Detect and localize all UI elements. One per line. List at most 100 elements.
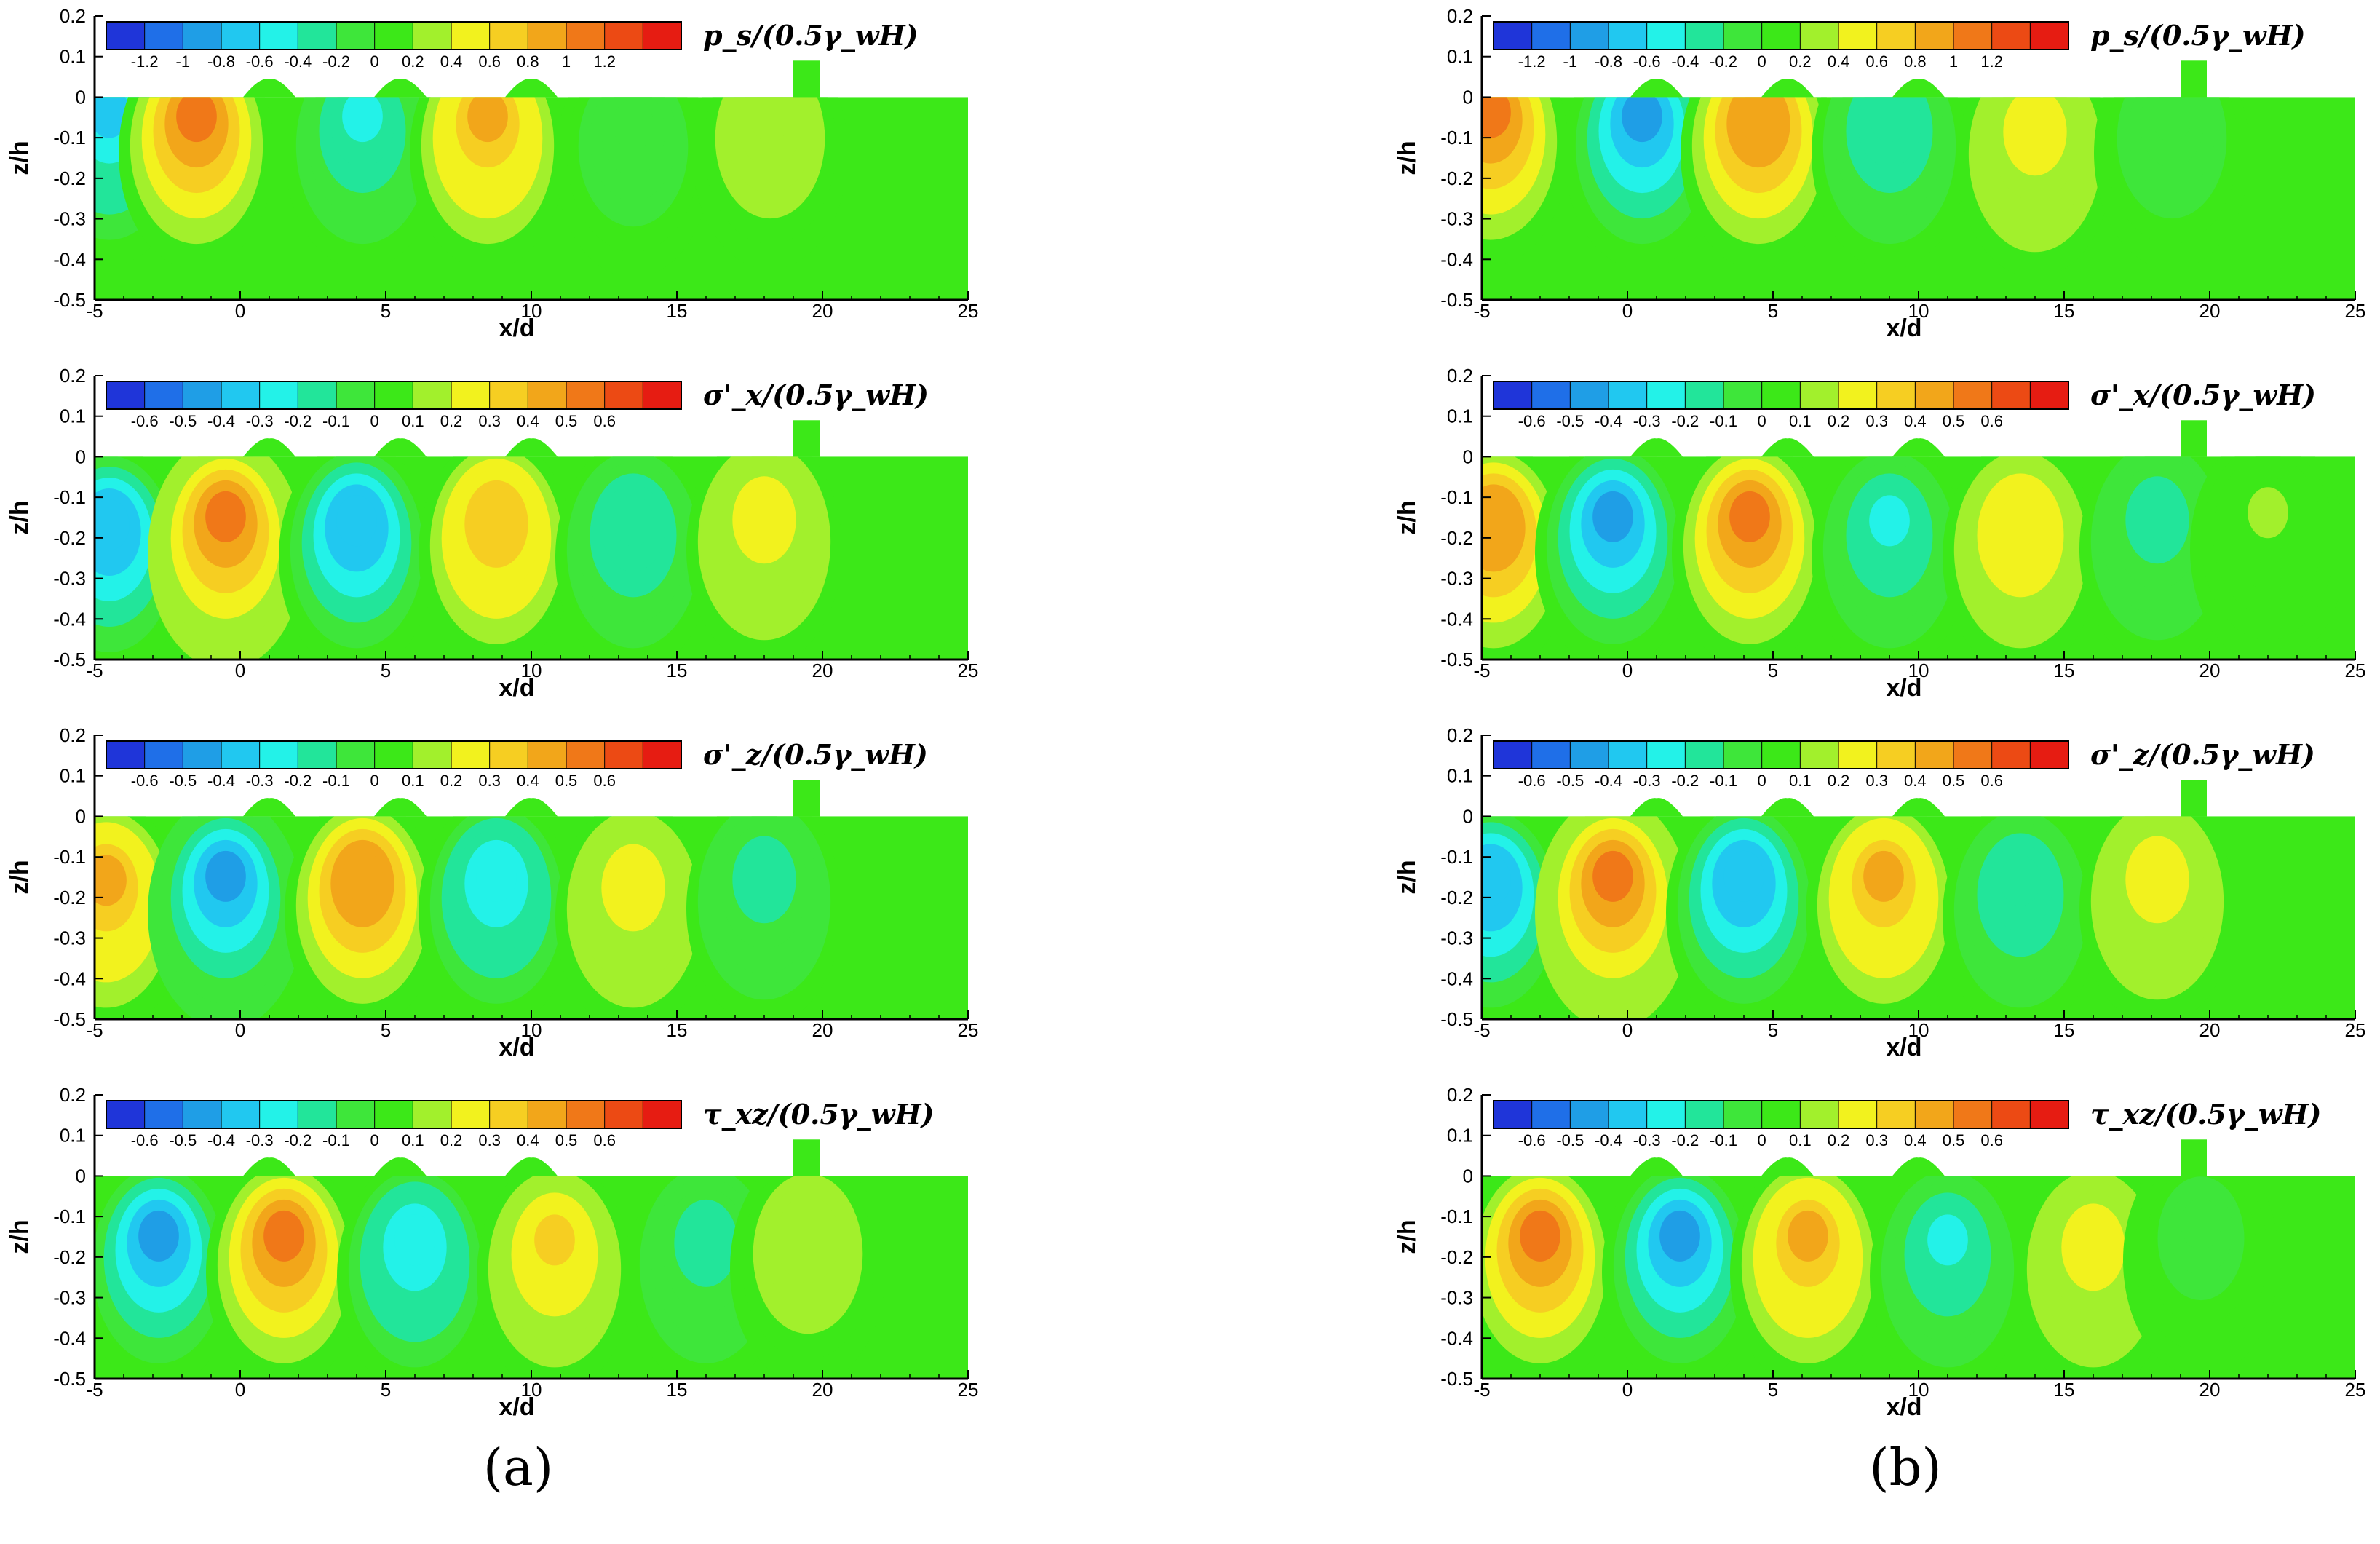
seabed-ripple [243,1157,295,1176]
colorbar: -1.2 -1 -0.8 -0.6 -0.4 -0.2 0 0.2 0.4 0.6 0.8 1 1.2 [1493,21,2069,71]
colorbar-label: -0.4 [1595,772,1622,790]
contour-band [1622,97,1662,143]
colorbar-swatch [527,381,567,410]
colorbar-label: 0.6 [1865,52,1888,71]
y-tick-label: -0.3 [1440,568,1473,590]
colorbar-swatch [221,381,261,410]
seabed-ripple [1892,798,1945,817]
contour-field [1482,816,2235,1020]
contour-band [2137,487,2178,539]
colorbar-swatch [1569,1100,1609,1129]
contour-band [750,97,790,143]
contour-blob [206,1176,362,1379]
colorbar-label: 0.6 [593,412,616,430]
colorbar-label: -0.4 [207,412,235,430]
colorbar-swatch [1684,381,1724,410]
seabed-ripple [374,438,427,457]
colorbar-label: 0.4 [517,412,539,430]
colorbar-label: 0.4 [1904,1131,1927,1149]
colorbar-swatch [412,1100,452,1129]
colorbar-label: -0.1 [1710,1131,1737,1149]
contour-blob [1482,1176,1618,1379]
x-tick-label: 0 [1622,1379,1633,1401]
seabed-ripple [1761,798,1814,817]
x-tick-label: 0 [235,1019,245,1041]
contour-blob [1943,816,2098,1020]
colorbar-swatch [412,381,452,410]
y-tick-label: 0.2 [1447,1084,1473,1106]
contour-blob [686,456,842,660]
axes: 0.20.10-0.1-0.2-0.3-0.4-0.5 -5 0 5 10 15 20 25z… [6,1084,978,1421]
colorbar-label: -0.6 [131,412,159,430]
colorbar-swatch [259,381,299,410]
colorbar-swatch [489,1100,529,1129]
y-tick-label: -0.2 [1440,167,1473,189]
colorbar-swatch [1569,21,1609,50]
colorbar-swatch [1838,1100,1878,1129]
y-axis-title: z/h [1393,860,1421,894]
colorbar-swatch [1991,21,2031,50]
contour-band [686,1210,726,1262]
colorbar-label: -0.3 [1633,412,1661,430]
colorbar: -0.6 -0.5 -0.4 -0.3 -0.2 -0.1 0 0.1 0.2 0.3 0.4 0.5… [106,740,682,790]
colorbar-swatch [336,381,376,410]
axes: 0.20.10-0.1-0.2-0.3-0.4-0.5 -5 0 5 10 15 20 25z… [6,5,978,342]
panel-b-3: 0.20.10-0.1-0.2-0.3-0.4-0.5 -5 0 5 10 15 20 25z… [1393,724,2365,1061]
colorbar-label: 1.2 [1980,52,2003,71]
colorbar-swatch [374,381,414,410]
contour-field [95,816,842,1020]
colorbar-label: -0.6 [1633,52,1661,71]
contour-blob [1681,97,1836,270]
x-tick-label: 25 [958,1379,979,1401]
colorbar-swatch [1531,1100,1571,1129]
y-tick-label: 0.1 [1447,1125,1473,1147]
contour-band [1738,97,1779,143]
colorbar-label: -0.8 [207,52,235,71]
contour-band [2000,495,2041,547]
colorbar-swatch [1646,740,1686,769]
contour-band [1863,850,1904,902]
contour-band [467,97,508,143]
x-tick-label: 15 [667,660,688,681]
x-tick-label: 20 [2199,300,2221,322]
colorbar-swatch [259,1100,299,1129]
x-tick-label: -5 [86,660,103,681]
x-tick-label: 0 [235,1379,245,1401]
x-tick-label: 15 [2054,300,2075,322]
colorbar-label: -0.4 [1671,52,1699,71]
colorbar-label: 1.2 [593,52,616,71]
seabed-ripple [1630,1157,1683,1176]
x-axis-title: x/d [1886,674,1921,702]
colorbar-swatch [1684,740,1724,769]
x-tick-label: 20 [2199,1379,2221,1401]
contour-field [95,97,848,278]
y-tick-label: -0.4 [53,608,86,630]
x-tick-label: 20 [812,1379,833,1401]
colorbar-swatch [451,740,491,769]
y-tick-label: -0.4 [53,248,86,270]
contour-blob [337,1176,493,1379]
y-tick-label: -0.1 [53,1205,86,1227]
colorbar-swatch [221,1100,261,1129]
contour-band [95,855,127,906]
y-tick-label: -0.4 [53,1327,86,1349]
colorbar-swatch [106,21,146,50]
y-tick-label: 0 [76,86,86,108]
colorbar-swatch [1761,381,1801,410]
colorbar-label: -0.1 [322,772,350,790]
colorbar-label: 0.5 [555,412,578,430]
colorbar-frame [1493,21,2069,50]
y-axis-title: z/h [6,860,33,894]
y-tick-label: -0.4 [1440,1327,1473,1349]
contour-band [2015,99,2055,151]
colorbar: -0.6 -0.5 -0.4 -0.3 -0.2 -0.1 0 0.1 0.2 0.3 0.4 0.5… [106,381,682,430]
colorbar-label: -0.2 [284,772,312,790]
x-tick-label: 20 [812,1019,833,1041]
contour-blob [95,1176,237,1379]
colorbar-swatch [1838,381,1878,410]
colorbar-label: -0.1 [322,1131,350,1149]
panel-a-1: 0.20.10-0.1-0.2-0.3-0.4-0.5 -5 0 5 10 15 20 25z… [6,5,978,342]
x-tick-label: 10 [1908,300,1929,322]
colorbar-swatch [144,1100,184,1129]
colorbar-swatch [106,1100,146,1129]
